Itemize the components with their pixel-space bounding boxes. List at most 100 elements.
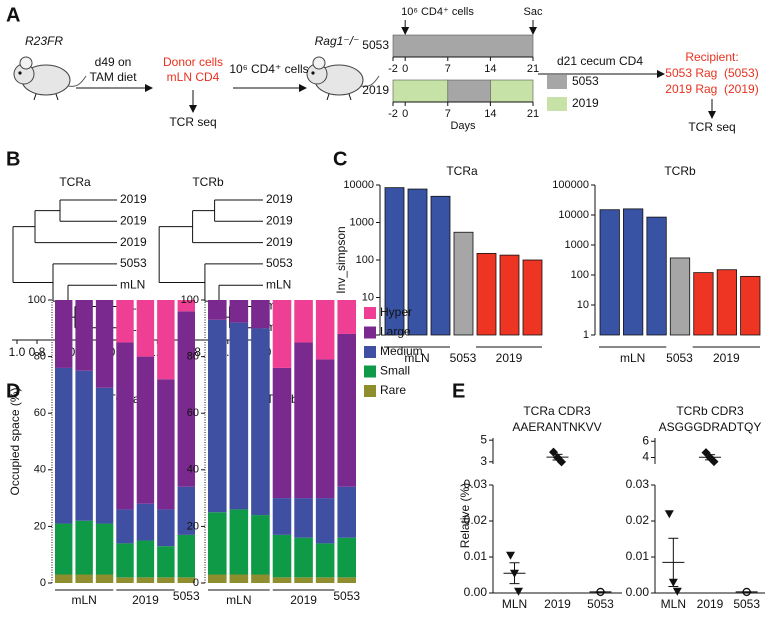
donor-cells: mLN CD4 bbox=[167, 70, 220, 84]
y-tick-label: 60 bbox=[34, 407, 46, 419]
mouse-icon bbox=[13, 56, 87, 101]
bar-segment bbox=[208, 512, 227, 575]
bar-segment bbox=[116, 300, 134, 343]
recipient-line: 2019 Rag (2019) bbox=[665, 82, 758, 96]
legend-label: Rare bbox=[380, 383, 406, 397]
y-tick-label: 20 bbox=[34, 520, 46, 532]
timeline-tick-label: -2 bbox=[388, 108, 398, 120]
bar-segment bbox=[116, 509, 134, 544]
legend-label: Hyper bbox=[380, 305, 412, 319]
y-tick-label: 100 bbox=[571, 269, 589, 281]
bar bbox=[453, 231, 474, 336]
timeline-segment bbox=[392, 79, 449, 103]
timeline-tick-label: 0 bbox=[402, 108, 408, 120]
bar bbox=[646, 216, 667, 336]
leaf-label: 2019 bbox=[120, 213, 147, 227]
group-label: 2019 bbox=[496, 351, 523, 365]
bar-segment bbox=[294, 300, 313, 343]
timeline-xlabel: Days bbox=[450, 120, 476, 132]
bar-segment bbox=[315, 577, 335, 583]
bar bbox=[716, 269, 737, 336]
bar bbox=[669, 257, 691, 336]
y-tick-label: 10 bbox=[577, 299, 589, 311]
group-label: 2019 bbox=[713, 351, 740, 365]
x-tick-label: 1.0 bbox=[9, 345, 26, 359]
y-tick-label: 1000 bbox=[350, 216, 374, 228]
leaf-label: 2019 bbox=[266, 213, 293, 227]
recipient-line: 5053 Rag (5053) bbox=[665, 66, 758, 80]
point bbox=[709, 457, 719, 467]
y-tick-label: 100 bbox=[181, 294, 199, 306]
timeline-tick-label: -2 bbox=[388, 63, 398, 75]
legend-swatch bbox=[364, 385, 376, 397]
timeline-tick-label: 7 bbox=[445, 63, 451, 75]
recipient-strain: Rag1⁻/⁻ bbox=[315, 34, 360, 48]
legend-swatch bbox=[364, 365, 376, 378]
bar bbox=[407, 188, 428, 336]
point bbox=[664, 510, 674, 519]
timeline-tick-label: 21 bbox=[527, 108, 539, 120]
bar-segment bbox=[55, 523, 73, 575]
bar-segment bbox=[55, 300, 73, 368]
bar-segment bbox=[294, 537, 313, 578]
point bbox=[506, 551, 515, 560]
donor-strain: R23FR bbox=[25, 34, 63, 48]
leaf-label: mLN bbox=[120, 277, 145, 291]
y-tick-label: 1 bbox=[583, 329, 589, 341]
group-label: 5053 bbox=[666, 351, 693, 365]
bar-segment bbox=[157, 300, 175, 380]
y-tick-label: 1000 bbox=[565, 239, 589, 251]
bar-segment bbox=[229, 574, 249, 583]
bar-segment bbox=[337, 300, 356, 334]
panel-label: D bbox=[6, 380, 20, 402]
bar-segment bbox=[177, 486, 195, 535]
group-label: 5053 bbox=[450, 351, 477, 365]
legend-label: Small bbox=[380, 364, 410, 378]
leaf-label: 2019 bbox=[266, 192, 293, 206]
bar-segment bbox=[157, 509, 175, 547]
legend-swatch bbox=[364, 346, 376, 358]
y-tick-label: 5 bbox=[480, 432, 487, 446]
bar-segment bbox=[136, 300, 155, 357]
y-tick-label: 0.00 bbox=[464, 585, 488, 599]
treatment: TAM diet bbox=[89, 70, 137, 84]
bar-segment bbox=[229, 322, 249, 510]
chart-title: TCRa bbox=[59, 175, 91, 189]
bar-segment bbox=[136, 356, 155, 504]
bar-segment bbox=[177, 300, 195, 312]
y-tick-label: 80 bbox=[34, 351, 46, 363]
readout: TCR seq bbox=[169, 115, 216, 129]
group-label: mLN bbox=[71, 593, 96, 607]
bar-segment bbox=[75, 574, 93, 583]
bar-segment bbox=[208, 319, 227, 513]
group-label: mLN bbox=[620, 351, 645, 365]
bar-segment bbox=[272, 300, 292, 368]
recipient-title: Recipient: bbox=[685, 50, 738, 64]
bar bbox=[384, 187, 405, 336]
bar bbox=[499, 254, 520, 336]
y-tick-label: 10000 bbox=[558, 209, 589, 221]
panel-label: C bbox=[333, 148, 347, 170]
mouse-icon bbox=[306, 56, 380, 101]
legend-swatch bbox=[547, 75, 567, 89]
bar-segment bbox=[294, 577, 313, 583]
bar-segment bbox=[272, 498, 292, 535]
y-axis-label: Inv_simpson bbox=[334, 226, 348, 293]
y-tick-label: 0.03 bbox=[626, 477, 650, 491]
y-axis-label: Relative (%) bbox=[458, 483, 472, 548]
y-tick-label: 0.02 bbox=[626, 513, 650, 527]
bar-segment bbox=[136, 577, 155, 583]
bar-segment bbox=[315, 359, 335, 499]
y-tick-label: 10000 bbox=[343, 179, 374, 191]
panel-label: E bbox=[452, 380, 465, 402]
leaf-label: 2019 bbox=[120, 192, 147, 206]
bar bbox=[623, 208, 644, 336]
x-tick-label: 0.8 bbox=[29, 345, 46, 359]
panel-label: A bbox=[6, 4, 20, 26]
legend-swatch bbox=[547, 97, 567, 111]
y-tick-label: 0.01 bbox=[464, 549, 488, 563]
y-tick-label: 40 bbox=[187, 464, 199, 476]
bar-segment bbox=[177, 311, 195, 487]
transfer: 10⁶ CD4⁺ cells bbox=[229, 62, 308, 76]
